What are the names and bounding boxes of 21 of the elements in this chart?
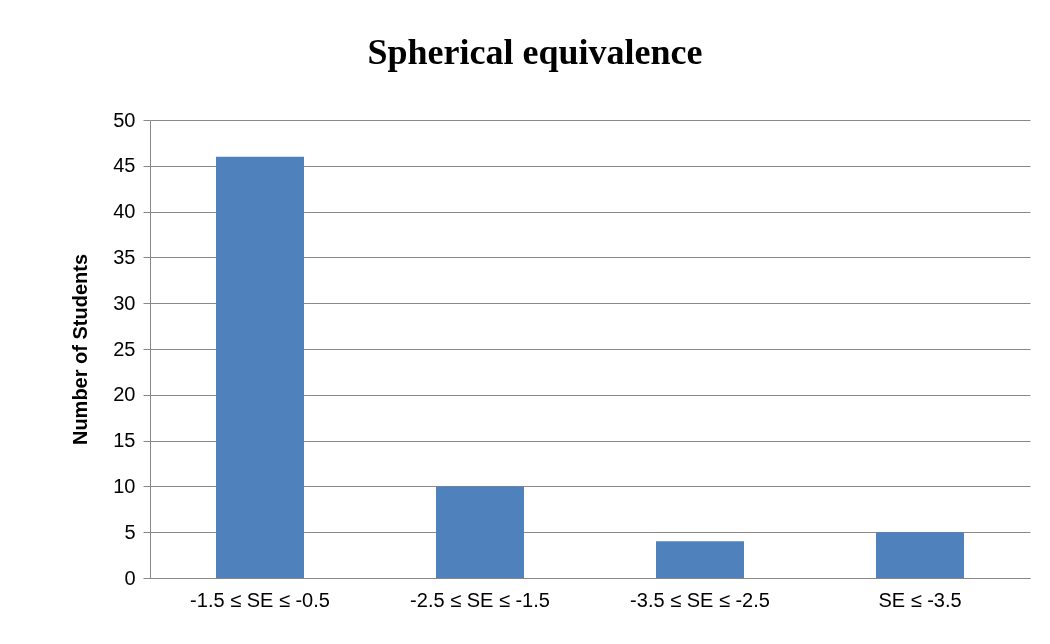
x-tick-label: -3.5 ≤ SE ≤ -2.5	[630, 588, 770, 611]
y-tick-label: 15	[113, 429, 136, 452]
x-tick-label: -1.5 ≤ SE ≤ -0.5	[190, 588, 330, 611]
y-tick-label: 5	[124, 520, 136, 543]
x-tick-label: -2.5 ≤ SE ≤ -1.5	[410, 588, 550, 611]
bar	[436, 486, 524, 578]
y-tick-label: 50	[113, 108, 136, 131]
y-tick-label: 0	[124, 566, 136, 589]
bar	[876, 532, 964, 578]
y-tick-label: 35	[113, 245, 136, 268]
y-tick-label: 30	[113, 291, 136, 314]
x-tick-label: SE ≤ -3.5	[878, 588, 962, 611]
y-tick-label: 25	[113, 337, 136, 360]
y-tick-label: 10	[113, 474, 136, 497]
bar	[656, 541, 744, 578]
y-tick-label: 40	[113, 200, 136, 223]
y-axis-title: Number of Students	[69, 253, 92, 446]
y-tick-label: 45	[113, 154, 136, 177]
y-tick-label: 20	[113, 383, 136, 406]
chart-title: Spherical equivalence	[367, 32, 703, 72]
bar	[216, 156, 304, 578]
